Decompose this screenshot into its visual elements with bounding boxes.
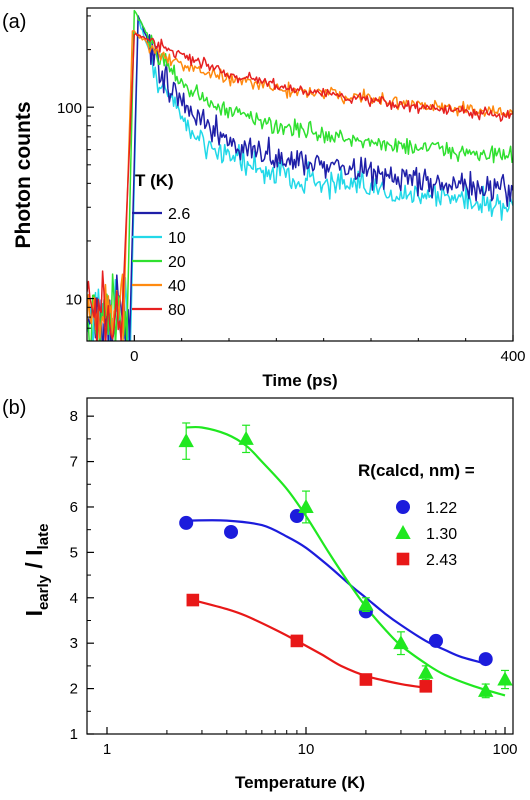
y-tick-label: 5 bbox=[70, 544, 78, 561]
panel-a-label: (a) bbox=[2, 11, 26, 33]
fit-curves bbox=[186, 425, 506, 697]
data-point-1.30 bbox=[497, 671, 513, 686]
panel-a: (a) 0 400 10 100 Time (ps) Photon counts T … bbox=[2, 7, 526, 390]
legend-label: 1.30 bbox=[426, 526, 457, 543]
panel-b-ticks: 1 10 100 1 2 3 4 5 6 7 8 bbox=[70, 408, 518, 758]
panel-b-legend-title: R(calcd, nm) = bbox=[358, 461, 475, 480]
series-line-10 bbox=[87, 17, 513, 341]
y-tick-label: 7 bbox=[70, 454, 78, 471]
y-tick-label: 3 bbox=[70, 635, 78, 652]
data-point-2.43 bbox=[186, 593, 200, 607]
panel-a-x-axis-label: Time (ps) bbox=[262, 371, 337, 390]
y-tick-label: 100 bbox=[57, 100, 82, 117]
legend-marker-1.30 bbox=[395, 525, 411, 539]
legend-marker-2.43 bbox=[396, 552, 410, 566]
panel-a-y-axis-label: Photon counts bbox=[12, 102, 35, 249]
panel-a-legend-title: T (K) bbox=[135, 171, 174, 190]
y-tick-label: 6 bbox=[70, 499, 78, 516]
series-line-80 bbox=[87, 32, 513, 341]
y-label-base-2: I bbox=[21, 549, 47, 555]
data-point-1.22 bbox=[478, 652, 493, 667]
panel-a-legend: 2.6 10 20 40 80 bbox=[132, 206, 190, 319]
x-tick-label: 1 bbox=[103, 741, 111, 758]
data-point-1.30 bbox=[178, 433, 194, 448]
panel-b-legend: 1.22 1.30 2.43 bbox=[395, 500, 457, 569]
data-point-1.30 bbox=[238, 430, 254, 445]
decay-curves bbox=[87, 9, 513, 341]
data-point-2.43 bbox=[359, 673, 373, 686]
y-tick-label: 1 bbox=[70, 726, 78, 743]
fit-curve-1.22 bbox=[186, 519, 486, 665]
fit-curve-2.43 bbox=[192, 599, 426, 689]
y-label-separator: / bbox=[21, 556, 47, 575]
legend-label: 40 bbox=[168, 278, 186, 295]
panel-b-x-axis-label: Temperature (K) bbox=[235, 773, 365, 792]
y-tick-label: 4 bbox=[70, 590, 78, 607]
legend-label: 10 bbox=[168, 230, 186, 247]
y-tick-label: 10 bbox=[65, 292, 82, 309]
y-label-base-1: I bbox=[21, 610, 47, 616]
legend-label: 2.6 bbox=[168, 206, 190, 223]
data-point-1.22 bbox=[224, 524, 239, 539]
x-tick-label: 400 bbox=[500, 348, 525, 365]
data-point-1.30 bbox=[478, 682, 494, 697]
data-point-2.43 bbox=[290, 634, 304, 648]
x-tick-label: 10 bbox=[298, 741, 315, 758]
panel-b: (b) 1 10 100 1 2 3 4 5 6 7 8 Temperature (K) Iearl… bbox=[2, 397, 518, 792]
data-point-1.30 bbox=[298, 498, 314, 513]
data-point-2.43 bbox=[419, 680, 433, 693]
panel-b-frame bbox=[86, 397, 514, 735]
data-point-1.30 bbox=[393, 635, 409, 650]
data-point-1.30 bbox=[418, 664, 434, 679]
legend-label: 20 bbox=[168, 254, 186, 271]
data-point-1.30 bbox=[358, 596, 374, 611]
x-tick-label: 100 bbox=[492, 741, 517, 758]
fit-curve-1.30 bbox=[186, 425, 506, 697]
y-tick-label: 8 bbox=[70, 408, 78, 425]
data-points bbox=[178, 422, 513, 699]
panel-a-ticks: 0 400 10 100 bbox=[57, 15, 526, 365]
legend-label: 2.43 bbox=[426, 552, 457, 569]
panel-b-y-axis-label: Iearly / Ilate bbox=[21, 524, 52, 617]
y-tick-label: 2 bbox=[70, 681, 78, 698]
legend-marker-1.22 bbox=[396, 500, 410, 514]
panel-b-label: (b) bbox=[2, 397, 26, 419]
data-point-1.22 bbox=[428, 633, 443, 648]
panel-a-frame bbox=[86, 7, 514, 342]
y-label-sub-1: early bbox=[35, 574, 52, 610]
legend-label: 80 bbox=[168, 302, 186, 319]
legend-label: 1.22 bbox=[426, 500, 457, 517]
data-point-1.22 bbox=[179, 515, 194, 530]
x-tick-label: 0 bbox=[130, 348, 138, 365]
y-label-sub-2: late bbox=[35, 524, 52, 550]
